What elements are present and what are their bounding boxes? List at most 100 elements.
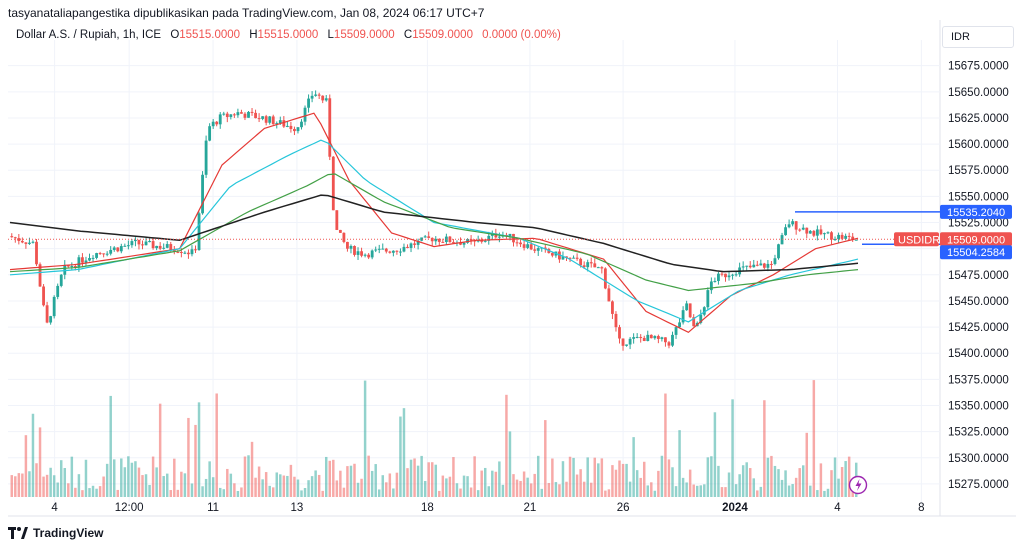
symbol-name[interactable]: Dollar A.S. / Rupiah, 1h, ICE bbox=[16, 29, 162, 41]
volume-bar bbox=[374, 464, 377, 497]
volume-bar bbox=[10, 475, 14, 497]
volume-bar bbox=[332, 459, 335, 497]
candle-body bbox=[264, 116, 268, 123]
volume-bar bbox=[572, 457, 575, 497]
candle-body bbox=[353, 245, 356, 255]
volume-bar bbox=[671, 467, 674, 497]
volume-bar bbox=[349, 465, 353, 497]
candle-body bbox=[232, 114, 236, 116]
volume-bar bbox=[607, 489, 611, 497]
candle-body bbox=[430, 237, 434, 242]
tradingview-logo-icon bbox=[8, 527, 28, 539]
volume-bar bbox=[688, 469, 692, 497]
volume-bar bbox=[780, 479, 784, 497]
x-tick-label: 8 bbox=[918, 502, 924, 514]
volume-bar bbox=[473, 456, 476, 497]
volume-bar bbox=[420, 455, 423, 497]
currency-selector[interactable]: IDR bbox=[942, 26, 1014, 48]
volume-bar bbox=[183, 473, 187, 497]
tradingview-brand[interactable]: TradingView bbox=[8, 526, 103, 540]
candle-body bbox=[459, 242, 462, 245]
candle-body bbox=[561, 256, 565, 260]
candle-body bbox=[31, 241, 35, 243]
candle-body bbox=[618, 327, 621, 339]
volume-bar bbox=[59, 460, 63, 497]
volume-bar bbox=[363, 380, 367, 497]
volume-bar bbox=[724, 487, 727, 497]
candle-body bbox=[271, 116, 275, 125]
x-tick-label: 26 bbox=[617, 502, 630, 514]
volume-bar bbox=[109, 395, 112, 497]
candle-body bbox=[52, 296, 56, 317]
candle-body bbox=[321, 95, 325, 101]
price-axis[interactable]: 15675.0000 15650.0000 15625.0000 15600.0000… bbox=[948, 61, 1009, 491]
candle-body bbox=[632, 337, 636, 339]
volume-bar bbox=[681, 477, 685, 497]
price-tag-value: 15509.0000 bbox=[947, 234, 1005, 246]
volume-bar bbox=[430, 462, 434, 497]
candle-body bbox=[770, 263, 773, 265]
candle-body bbox=[529, 244, 533, 250]
candle-body bbox=[579, 258, 583, 266]
volume-bar bbox=[381, 475, 385, 497]
candle-body bbox=[356, 251, 360, 255]
volume-bar bbox=[621, 463, 625, 497]
volume-bar bbox=[233, 483, 236, 497]
volume-bar bbox=[413, 458, 416, 497]
candle-body bbox=[660, 337, 664, 339]
candle-body bbox=[653, 336, 657, 339]
volume-bar bbox=[303, 488, 307, 497]
candle-body bbox=[197, 213, 201, 250]
volume-bar bbox=[286, 475, 289, 497]
volume-bar bbox=[88, 488, 91, 497]
volume-bar bbox=[247, 455, 250, 497]
volume-bar bbox=[105, 463, 109, 497]
volume-bar bbox=[56, 482, 59, 497]
volume-bar bbox=[63, 468, 67, 497]
volume-bar bbox=[632, 437, 635, 497]
y-tick-label: 15475.0000 bbox=[948, 270, 1009, 282]
candle-body bbox=[307, 98, 310, 108]
candle-body bbox=[427, 236, 431, 238]
volume-bar bbox=[406, 468, 409, 497]
volume-bar bbox=[123, 467, 127, 497]
volume-bar bbox=[137, 467, 141, 497]
volume-bar bbox=[190, 483, 194, 497]
candle-body bbox=[533, 249, 537, 251]
volume-bar bbox=[271, 487, 275, 497]
volume-bar bbox=[494, 471, 498, 497]
candle-body bbox=[812, 230, 816, 236]
candle-body bbox=[462, 242, 466, 245]
candle-body bbox=[310, 95, 314, 99]
candle-body bbox=[777, 244, 780, 259]
volume-bar bbox=[678, 430, 681, 497]
volume-bar bbox=[561, 461, 565, 497]
lightning-icon[interactable] bbox=[848, 475, 868, 495]
volume-bar bbox=[197, 402, 201, 497]
candle-body bbox=[317, 94, 321, 96]
candle-body bbox=[66, 264, 70, 267]
candle-body bbox=[536, 248, 540, 251]
volume-bar bbox=[773, 465, 777, 497]
volume-bar bbox=[540, 488, 544, 497]
volume-bar bbox=[289, 464, 293, 497]
symbol-tag-label: USDIDR bbox=[898, 234, 940, 246]
candle-body bbox=[134, 239, 137, 242]
volume-bar bbox=[130, 462, 134, 497]
volume-bar bbox=[844, 461, 847, 497]
candle-body bbox=[28, 242, 31, 244]
time-axis[interactable]: 4 12:00 11 13 18 21 26 2024 4 8 bbox=[51, 502, 924, 514]
volume-bar bbox=[805, 432, 809, 497]
candle-body bbox=[794, 221, 798, 230]
candle-body bbox=[215, 121, 219, 125]
volume-bar bbox=[339, 470, 342, 497]
candle-body bbox=[155, 245, 159, 249]
volume-bar bbox=[70, 456, 74, 497]
candle-body bbox=[593, 263, 597, 268]
candle-body bbox=[791, 221, 795, 225]
volume-bar bbox=[710, 456, 713, 497]
candle-body bbox=[586, 262, 590, 268]
volume-bar bbox=[423, 480, 427, 497]
volume-bar bbox=[692, 484, 695, 497]
